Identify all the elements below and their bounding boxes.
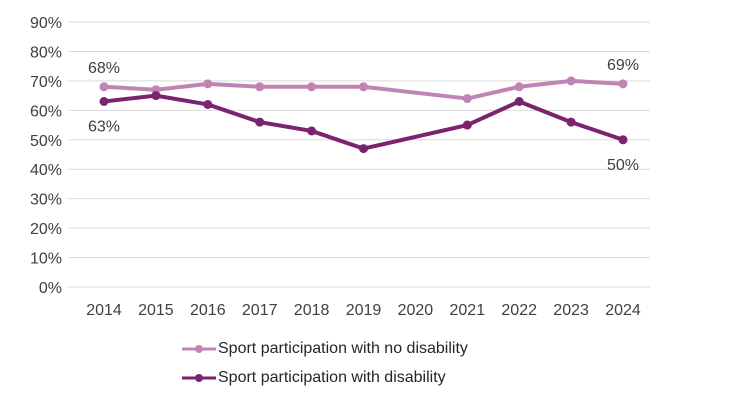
data-point xyxy=(566,76,576,86)
legend-label: Sport participation with no disability xyxy=(218,339,468,357)
data-label: 69% xyxy=(607,57,639,74)
legend-item-disability: Sport participation with disability xyxy=(182,363,468,392)
series-line-0 xyxy=(103,78,624,101)
data-point xyxy=(151,91,161,101)
x-tick-label: 2014 xyxy=(86,302,122,319)
data-point xyxy=(618,135,628,145)
y-tick-label: 80% xyxy=(30,44,62,61)
legend-item-no-disability: Sport participation with no disability xyxy=(182,334,468,363)
data-point xyxy=(99,97,109,106)
data-point xyxy=(462,94,472,104)
data-point xyxy=(99,82,109,92)
data-point xyxy=(462,120,472,130)
data-point xyxy=(514,97,524,106)
data-point xyxy=(514,82,524,92)
line-chart: 0% 10% 20% 30% 40% 50% 60% 70% 80% 90% 2014 2015 201… xyxy=(30,15,650,319)
x-tick-label: 2022 xyxy=(501,302,537,319)
y-tick-label: 20% xyxy=(30,221,62,238)
y-tick-label: 50% xyxy=(30,133,62,150)
data-point xyxy=(255,82,265,92)
y-tick-label: 90% xyxy=(30,15,62,32)
x-tick-label: 2020 xyxy=(398,302,434,319)
legend: Sport participation with no disability S… xyxy=(182,334,468,392)
data-point xyxy=(359,144,368,154)
data-label: 68% xyxy=(88,60,120,77)
y-tick-label: 10% xyxy=(30,251,62,268)
x-tick-label: 2018 xyxy=(294,302,330,319)
data-point xyxy=(359,82,368,92)
y-tick-label: 40% xyxy=(30,162,62,179)
x-tick-label: 2021 xyxy=(450,302,486,319)
legend-marker-disability xyxy=(182,373,216,382)
x-tick-label: 2023 xyxy=(553,302,589,319)
data-label: 50% xyxy=(607,157,639,174)
data-point xyxy=(566,117,576,127)
x-tick-label: 2015 xyxy=(138,302,174,319)
y-tick-label: 30% xyxy=(30,192,62,209)
data-point xyxy=(307,126,317,136)
legend-label: Sport participation with disability xyxy=(218,368,446,386)
y-tick-label: 60% xyxy=(30,103,62,120)
data-point xyxy=(255,117,265,127)
data-point xyxy=(618,79,628,89)
data-point xyxy=(203,99,213,109)
legend-marker-no-disability xyxy=(182,344,216,353)
data-point xyxy=(307,82,317,92)
x-tick-label: 2019 xyxy=(346,302,382,319)
data-point xyxy=(203,79,213,89)
y-tick-label: 0% xyxy=(39,280,62,297)
series-line-1 xyxy=(103,93,624,151)
data-label: 63% xyxy=(88,119,120,136)
x-tick-label: 2016 xyxy=(190,302,226,319)
x-tick-label: 2017 xyxy=(242,302,278,319)
y-tick-label: 70% xyxy=(30,74,62,91)
x-tick-label: 2024 xyxy=(605,302,641,319)
